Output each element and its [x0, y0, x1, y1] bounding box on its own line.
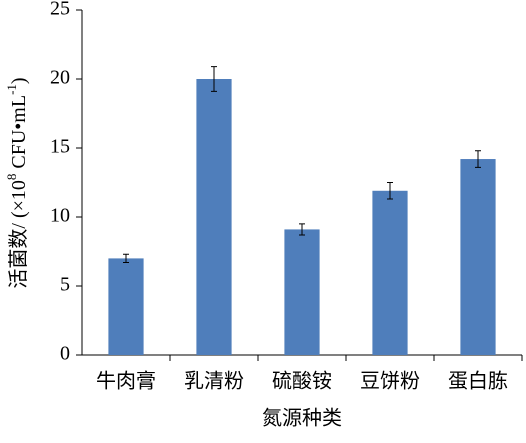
error-bar	[299, 223, 305, 236]
bar	[108, 258, 144, 355]
bar	[460, 159, 496, 355]
error-bar	[475, 150, 481, 168]
y-label-part: CFU•mL	[8, 95, 30, 174]
y-label-sup: -1	[4, 84, 19, 95]
x-tick-label: 乳清粉	[184, 370, 244, 393]
x-tick-label: 硫酸铵	[272, 370, 332, 393]
y-label-part: 活菌数/ (×10	[7, 180, 30, 289]
y-label-part: )	[8, 77, 30, 84]
x-tick-label: 豆饼粉	[360, 370, 420, 393]
bar	[196, 79, 232, 355]
y-tick-label: 10	[50, 205, 70, 227]
y-label-sup: 8	[4, 174, 19, 181]
y-tick-label: 0	[60, 343, 70, 365]
y-tick-label: 20	[50, 67, 70, 89]
bar	[372, 190, 408, 355]
x-tick-label: 蛋白胨	[448, 370, 508, 393]
y-tick-label: 5	[60, 274, 70, 296]
bar	[284, 229, 320, 355]
x-axis-label: 氮源种类	[262, 407, 342, 430]
y-axis-label: 活菌数/ (×108 CFU•mL-1)	[4, 77, 30, 288]
x-tick-label: 牛肉膏	[96, 370, 156, 393]
y-tick-label: 15	[50, 136, 70, 158]
y-tick-label: 25	[50, 0, 70, 20]
error-bar	[123, 253, 129, 264]
error-bar	[211, 66, 217, 92]
error-bar	[387, 182, 393, 200]
